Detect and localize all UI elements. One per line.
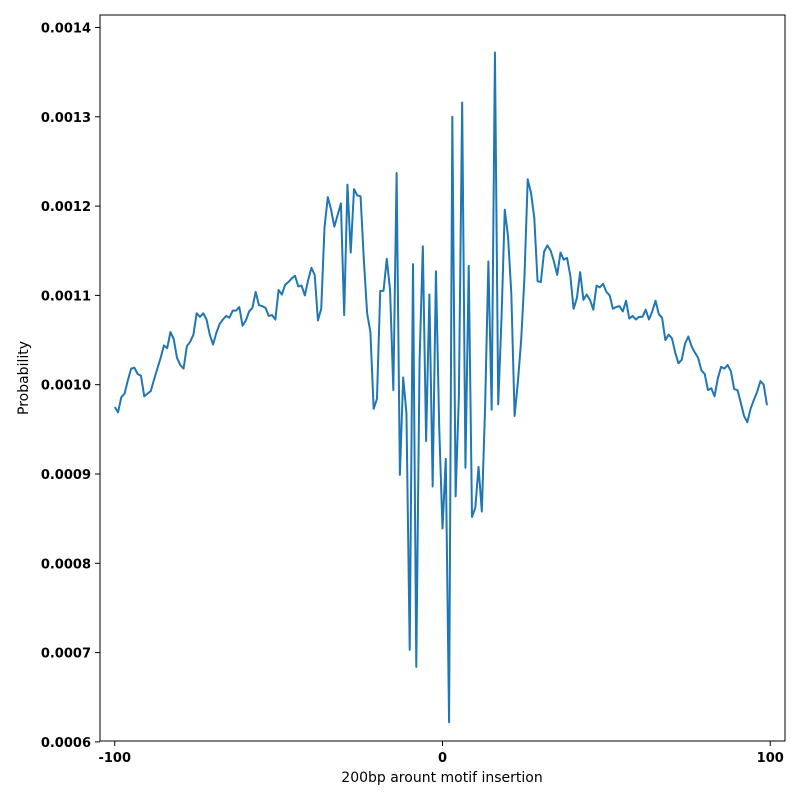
chart-marks <box>113 51 768 724</box>
y-axis-label: Probability <box>16 341 32 415</box>
x-tick-label: 100 <box>757 751 784 766</box>
y-tick-label: 0.0010 <box>41 379 91 394</box>
x-tick-label: 0 <box>438 751 447 766</box>
x-axis-label: 200bp arount motif insertion <box>341 770 542 786</box>
y-tick-label: 0.0013 <box>41 111 91 126</box>
axes: -100 0 100 0.0006 0.0007 0.0008 0.0009 0.0010 0.… <box>41 22 784 766</box>
series-line <box>113 51 768 724</box>
y-tick-label: 0.0014 <box>41 22 91 37</box>
x-tick-label: -100 <box>98 751 131 766</box>
y-tick-label: 0.0007 <box>41 647 91 662</box>
y-tick-label: 0.0008 <box>41 557 91 572</box>
y-tick-label: 0.0012 <box>41 200 91 215</box>
y-tick-label: 0.0006 <box>41 736 91 751</box>
plot-area <box>100 15 785 741</box>
y-tick-label: 0.0009 <box>41 468 91 483</box>
y-tick-label: 0.0011 <box>41 289 91 304</box>
